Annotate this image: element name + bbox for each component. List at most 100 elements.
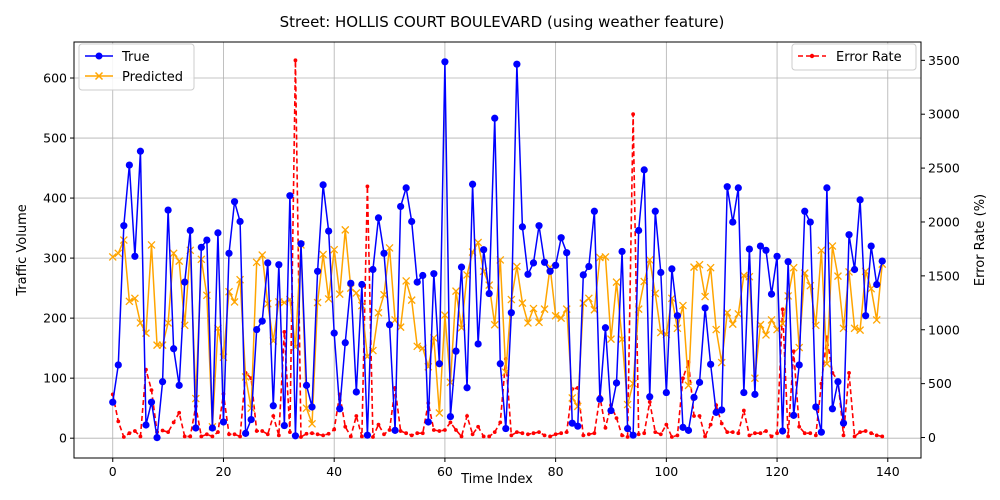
predicted-point	[828, 242, 837, 251]
error-rate-point	[293, 58, 298, 63]
error-rate-point	[354, 414, 359, 418]
predicted-point	[850, 324, 859, 333]
error-rate-point	[703, 434, 707, 439]
true-point	[391, 426, 399, 434]
true-point	[313, 267, 322, 275]
error-rate-point	[132, 429, 137, 433]
true-point	[618, 247, 626, 256]
predicted-point	[335, 290, 344, 299]
predicted-point	[125, 297, 134, 306]
error-rate-point	[675, 433, 680, 438]
x-tick-label: 80	[548, 464, 564, 479]
error-rate-point	[321, 433, 326, 438]
error-rate-point	[498, 420, 503, 425]
error-rate-point	[802, 431, 807, 436]
predicted-point	[136, 318, 145, 327]
error-rate-point	[415, 431, 420, 436]
true-point	[834, 378, 842, 386]
true-line	[112, 61, 883, 438]
error-rate-point	[431, 428, 436, 432]
y-tick-label: 400	[43, 191, 67, 206]
predicted-point	[352, 288, 361, 297]
predicted-point	[690, 263, 698, 272]
true-point	[773, 252, 781, 260]
error-rate-point	[664, 422, 669, 427]
error-rate-point	[382, 432, 386, 437]
true-point	[131, 252, 139, 260]
error-rate-point	[343, 424, 348, 429]
error-rate-point	[121, 435, 126, 439]
legend-left: True Predicted	[78, 43, 195, 91]
true-point	[507, 309, 515, 317]
true-point	[723, 183, 731, 191]
error-rate-point	[476, 424, 481, 429]
true-point	[629, 431, 637, 439]
predicted-point	[175, 257, 184, 266]
true-point	[208, 424, 216, 432]
error-rate-point	[730, 430, 735, 435]
true-point	[596, 395, 604, 403]
error-rate-point	[852, 434, 857, 439]
true-point	[242, 429, 250, 437]
y2-tick-label: 2500	[928, 161, 960, 176]
error-rate-point	[658, 432, 663, 437]
predicted-point	[629, 379, 638, 388]
legend-predicted-label: Predicted	[122, 70, 183, 85]
plot-area	[73, 41, 922, 459]
x-tick-label: 40	[326, 464, 342, 479]
true-point	[790, 411, 798, 419]
error-rate-point	[653, 430, 658, 435]
true-point	[385, 321, 394, 329]
true-point	[136, 147, 145, 155]
predicted-point	[490, 320, 499, 329]
true-point	[856, 196, 864, 204]
error-rate-point	[559, 431, 564, 436]
legend-right: Error Rate	[791, 43, 917, 71]
predicted-point	[712, 325, 721, 334]
true-point	[518, 223, 527, 231]
error-rate-point	[448, 420, 453, 425]
error-rate-point	[299, 435, 303, 439]
true-point	[164, 206, 172, 214]
true-point	[380, 249, 388, 257]
error-rate-point	[564, 430, 569, 435]
true-point	[640, 166, 648, 174]
true-point	[784, 258, 792, 266]
predicted-point	[728, 320, 737, 329]
true-point	[347, 279, 355, 287]
error-rate-point	[210, 434, 215, 439]
true-point	[197, 243, 205, 251]
true-point	[873, 280, 881, 289]
true-point	[446, 412, 455, 421]
error-rate-point	[669, 435, 674, 439]
true-point	[408, 217, 416, 226]
true-point	[230, 198, 239, 206]
true-point	[142, 421, 150, 429]
true-point	[125, 161, 133, 169]
predicted-point	[695, 260, 704, 269]
error-rate-point	[127, 431, 132, 436]
series-layer	[108, 58, 887, 442]
error-rate-point	[376, 422, 381, 427]
true-point	[264, 259, 272, 267]
y-axis-label: Traffic Volume	[15, 204, 30, 297]
true-point	[109, 398, 117, 406]
true-point	[823, 184, 831, 192]
error-rate-point	[348, 434, 353, 439]
predicted-point	[601, 252, 610, 261]
predicted-point	[535, 318, 543, 327]
legend-true-marker	[95, 52, 103, 60]
chart-title: Street: HOLLIS COURT BOULEVARD (using we…	[280, 13, 725, 31]
true-point	[170, 345, 178, 353]
predicted-point	[867, 284, 876, 293]
error-rate-point	[681, 376, 685, 381]
true-point	[718, 406, 726, 414]
predicted-point	[230, 297, 239, 306]
true-point	[712, 408, 720, 416]
true-point	[623, 424, 632, 433]
predicted-point	[474, 238, 483, 247]
error-rate-point	[326, 431, 331, 436]
true-point	[336, 405, 344, 413]
predicted-point	[607, 335, 615, 344]
